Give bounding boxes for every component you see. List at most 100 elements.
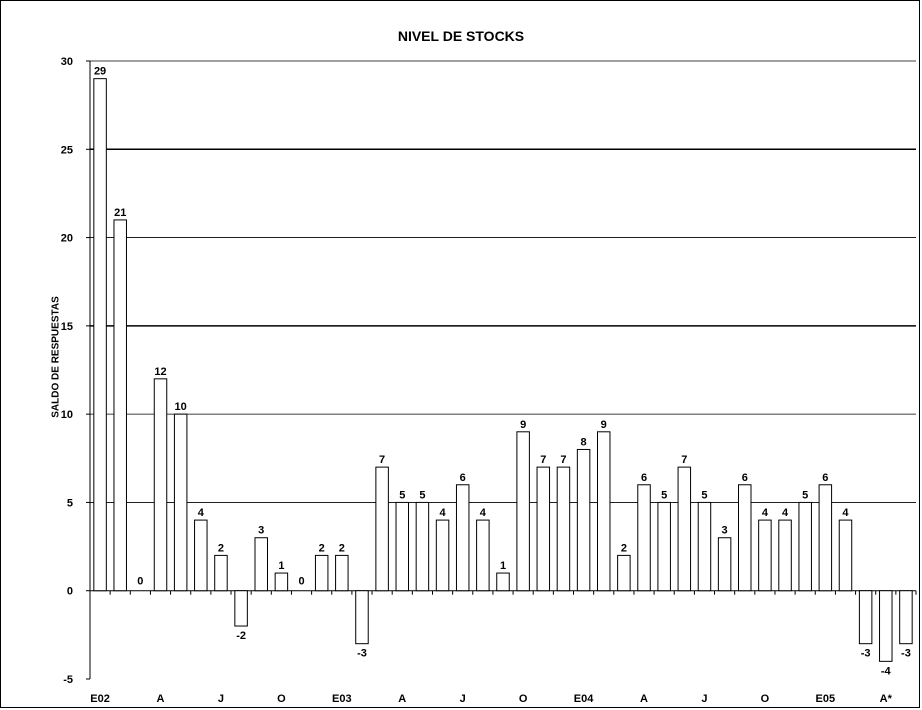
data-label: 4 xyxy=(480,507,487,519)
bar xyxy=(153,378,168,592)
bar xyxy=(194,519,208,592)
bar xyxy=(596,431,611,592)
data-label: 2 xyxy=(339,542,345,554)
bar xyxy=(838,519,853,592)
data-label: 1 xyxy=(278,560,284,572)
bar xyxy=(717,537,732,592)
bar xyxy=(576,448,591,592)
data-label: 1 xyxy=(500,560,506,572)
x-tick-label: A* xyxy=(880,693,893,705)
data-label: 8 xyxy=(581,436,587,448)
data-label: 4 xyxy=(198,507,205,519)
data-label: -3 xyxy=(357,648,367,660)
data-label: 6 xyxy=(641,472,647,484)
data-label: 3 xyxy=(722,525,728,537)
data-label: 6 xyxy=(460,472,466,484)
data-label: -4 xyxy=(881,665,892,677)
bar xyxy=(798,501,812,592)
data-label: 5 xyxy=(419,489,425,501)
x-tick-label: O xyxy=(761,693,770,705)
bar xyxy=(516,431,530,592)
y-tick-label: 30 xyxy=(61,56,73,68)
x-tick-label: O xyxy=(519,693,528,705)
data-label: 5 xyxy=(399,489,405,501)
data-label: 9 xyxy=(520,419,526,431)
x-tick-label: A xyxy=(640,693,648,705)
data-label: -3 xyxy=(901,648,911,660)
bar xyxy=(93,78,107,592)
chart-title: NIVEL DE STOCKS xyxy=(397,28,525,44)
data-label: 6 xyxy=(822,472,828,484)
data-label: 0 xyxy=(298,576,304,588)
data-label: 5 xyxy=(661,489,667,501)
bar xyxy=(435,519,450,592)
bar xyxy=(274,572,289,592)
bar xyxy=(738,484,752,592)
bar xyxy=(778,519,792,592)
bar xyxy=(858,590,873,645)
x-tick-label: E03 xyxy=(332,693,352,705)
data-label: 4 xyxy=(439,507,446,519)
y-tick-label: 0 xyxy=(67,586,73,598)
data-label: 7 xyxy=(379,454,385,466)
x-tick-label: E02 xyxy=(90,693,110,705)
bar xyxy=(355,590,369,645)
bar xyxy=(335,554,349,592)
x-tick-label: J xyxy=(218,693,224,705)
bar xyxy=(234,590,248,627)
bar xyxy=(415,501,430,592)
bar xyxy=(899,590,913,645)
data-label: 7 xyxy=(540,454,546,466)
data-label: -3 xyxy=(861,648,871,660)
data-label: 29 xyxy=(94,66,106,78)
data-label: -2 xyxy=(236,630,246,642)
bar xyxy=(758,519,772,592)
bars xyxy=(93,78,913,662)
bar xyxy=(556,466,571,592)
bar xyxy=(214,554,228,592)
data-label: 4 xyxy=(782,507,789,519)
data-label: 7 xyxy=(681,454,687,466)
data-label: 21 xyxy=(114,207,126,219)
data-label: 5 xyxy=(701,489,707,501)
y-tick-label: 25 xyxy=(61,144,73,156)
data-label: 6 xyxy=(742,472,748,484)
y-tick-label: 15 xyxy=(61,321,73,333)
x-tick-label: J xyxy=(460,693,466,705)
x-tick-label: E05 xyxy=(816,693,836,705)
data-label: 4 xyxy=(762,507,769,519)
data-label: 2 xyxy=(621,542,627,554)
bar xyxy=(677,466,692,592)
data-label: 10 xyxy=(175,401,187,413)
bar xyxy=(395,501,410,592)
bar xyxy=(314,554,329,592)
x-tick-label: J xyxy=(701,693,707,705)
bar xyxy=(879,590,893,662)
bar xyxy=(697,501,712,592)
data-label: 7 xyxy=(560,454,566,466)
bar xyxy=(375,466,389,592)
y-tick-label: 10 xyxy=(61,409,73,421)
bar xyxy=(818,484,833,592)
y-tick-label: -5 xyxy=(63,674,73,686)
x-tick-label: A xyxy=(398,693,406,705)
x-tick-label: O xyxy=(277,693,286,705)
data-label: 4 xyxy=(842,507,849,519)
data-label: 2 xyxy=(319,542,325,554)
data-label: 0 xyxy=(137,576,143,588)
y-tick-label: 5 xyxy=(67,497,73,509)
bar xyxy=(637,484,651,592)
data-label: 5 xyxy=(802,489,808,501)
x-tick-label: E04 xyxy=(574,693,594,705)
data-label: 3 xyxy=(258,525,264,537)
data-label: 2 xyxy=(218,542,224,554)
data-label: 9 xyxy=(601,419,607,431)
bar xyxy=(496,572,510,592)
bar xyxy=(455,484,470,592)
gridlines xyxy=(90,60,916,503)
data-label: 12 xyxy=(154,366,166,378)
bar xyxy=(657,501,671,592)
